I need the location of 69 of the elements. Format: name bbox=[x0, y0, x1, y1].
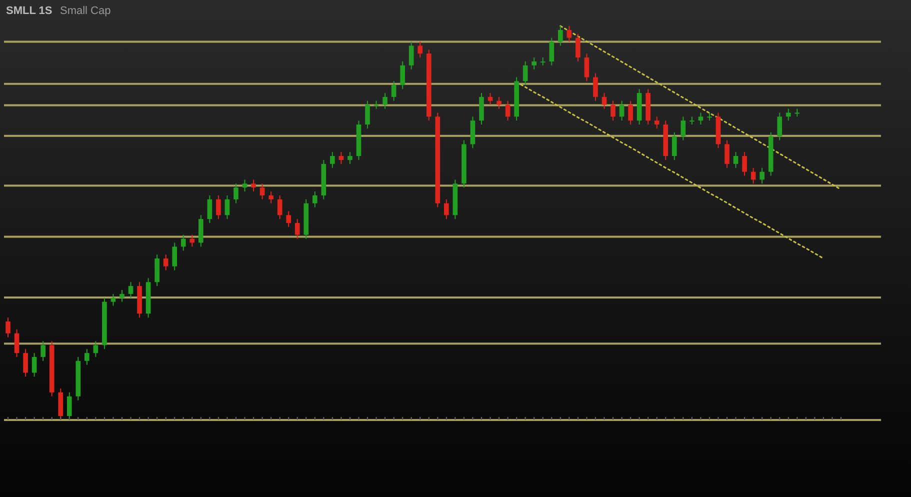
candlestick bbox=[549, 37, 554, 66]
candlestick bbox=[391, 80, 396, 102]
candlestick bbox=[566, 26, 572, 42]
candlestick bbox=[698, 112, 704, 125]
candlestick bbox=[742, 152, 747, 176]
candlestick bbox=[251, 179, 256, 192]
candlestick bbox=[348, 152, 352, 164]
candlestick bbox=[234, 183, 238, 204]
candlestick bbox=[286, 210, 291, 228]
candlestick bbox=[680, 116, 686, 141]
chart-title: SMLL 1S bbox=[6, 5, 52, 17]
candlestick bbox=[242, 179, 248, 192]
candlestick bbox=[382, 92, 388, 110]
candlestick bbox=[172, 242, 178, 271]
candlestick bbox=[532, 57, 537, 70]
candlestick bbox=[32, 352, 37, 378]
candlestick bbox=[40, 340, 46, 362]
candlestick bbox=[479, 92, 484, 125]
candlestick bbox=[444, 198, 449, 220]
candlestick bbox=[576, 33, 580, 62]
candlestick bbox=[760, 167, 764, 184]
candlestick bbox=[777, 112, 782, 141]
candlestick bbox=[470, 116, 476, 149]
candlestick bbox=[610, 100, 616, 122]
candlestick bbox=[277, 194, 282, 220]
candlestick bbox=[198, 214, 204, 248]
candlestick bbox=[505, 100, 510, 122]
candlestick bbox=[496, 96, 502, 110]
candlestick bbox=[786, 108, 791, 122]
candlestick bbox=[602, 92, 607, 110]
candlestick bbox=[190, 234, 195, 248]
candlestick bbox=[224, 194, 230, 220]
candlestick bbox=[593, 72, 598, 102]
candlestick bbox=[66, 392, 72, 420]
candlestick bbox=[672, 132, 677, 160]
candlestick bbox=[584, 53, 590, 82]
candlestick bbox=[654, 116, 660, 129]
candlestick bbox=[23, 348, 28, 378]
candlestick bbox=[268, 190, 274, 204]
candlestick bbox=[84, 348, 90, 366]
candlestick bbox=[260, 183, 265, 200]
candlestick bbox=[6, 317, 10, 338]
candlestick bbox=[365, 100, 370, 129]
candlestick bbox=[312, 190, 318, 208]
candlestick bbox=[110, 293, 116, 306]
candlestick bbox=[93, 340, 98, 358]
candlestick bbox=[724, 140, 730, 168]
candlestick bbox=[180, 234, 186, 252]
candlestick bbox=[628, 100, 633, 125]
candlestick bbox=[733, 152, 738, 168]
candlestick bbox=[294, 218, 300, 240]
candlestick bbox=[488, 92, 493, 106]
candlestick bbox=[128, 282, 134, 298]
candlestick bbox=[207, 194, 212, 224]
candlestick bbox=[338, 152, 344, 164]
candlestick bbox=[154, 254, 160, 287]
candlestick bbox=[400, 60, 405, 90]
candlestick bbox=[558, 26, 563, 46]
candlestick bbox=[120, 289, 124, 302]
candlestick bbox=[163, 254, 168, 271]
candlestick bbox=[14, 328, 20, 358]
candlestick bbox=[58, 388, 64, 420]
candlestick bbox=[408, 41, 414, 70]
candlestick bbox=[522, 60, 528, 86]
candlestick bbox=[418, 41, 423, 58]
candlestick bbox=[330, 152, 335, 168]
candlestick bbox=[216, 194, 221, 220]
candlestick bbox=[619, 100, 624, 122]
chart-subtitle: Small Cap bbox=[60, 5, 111, 17]
